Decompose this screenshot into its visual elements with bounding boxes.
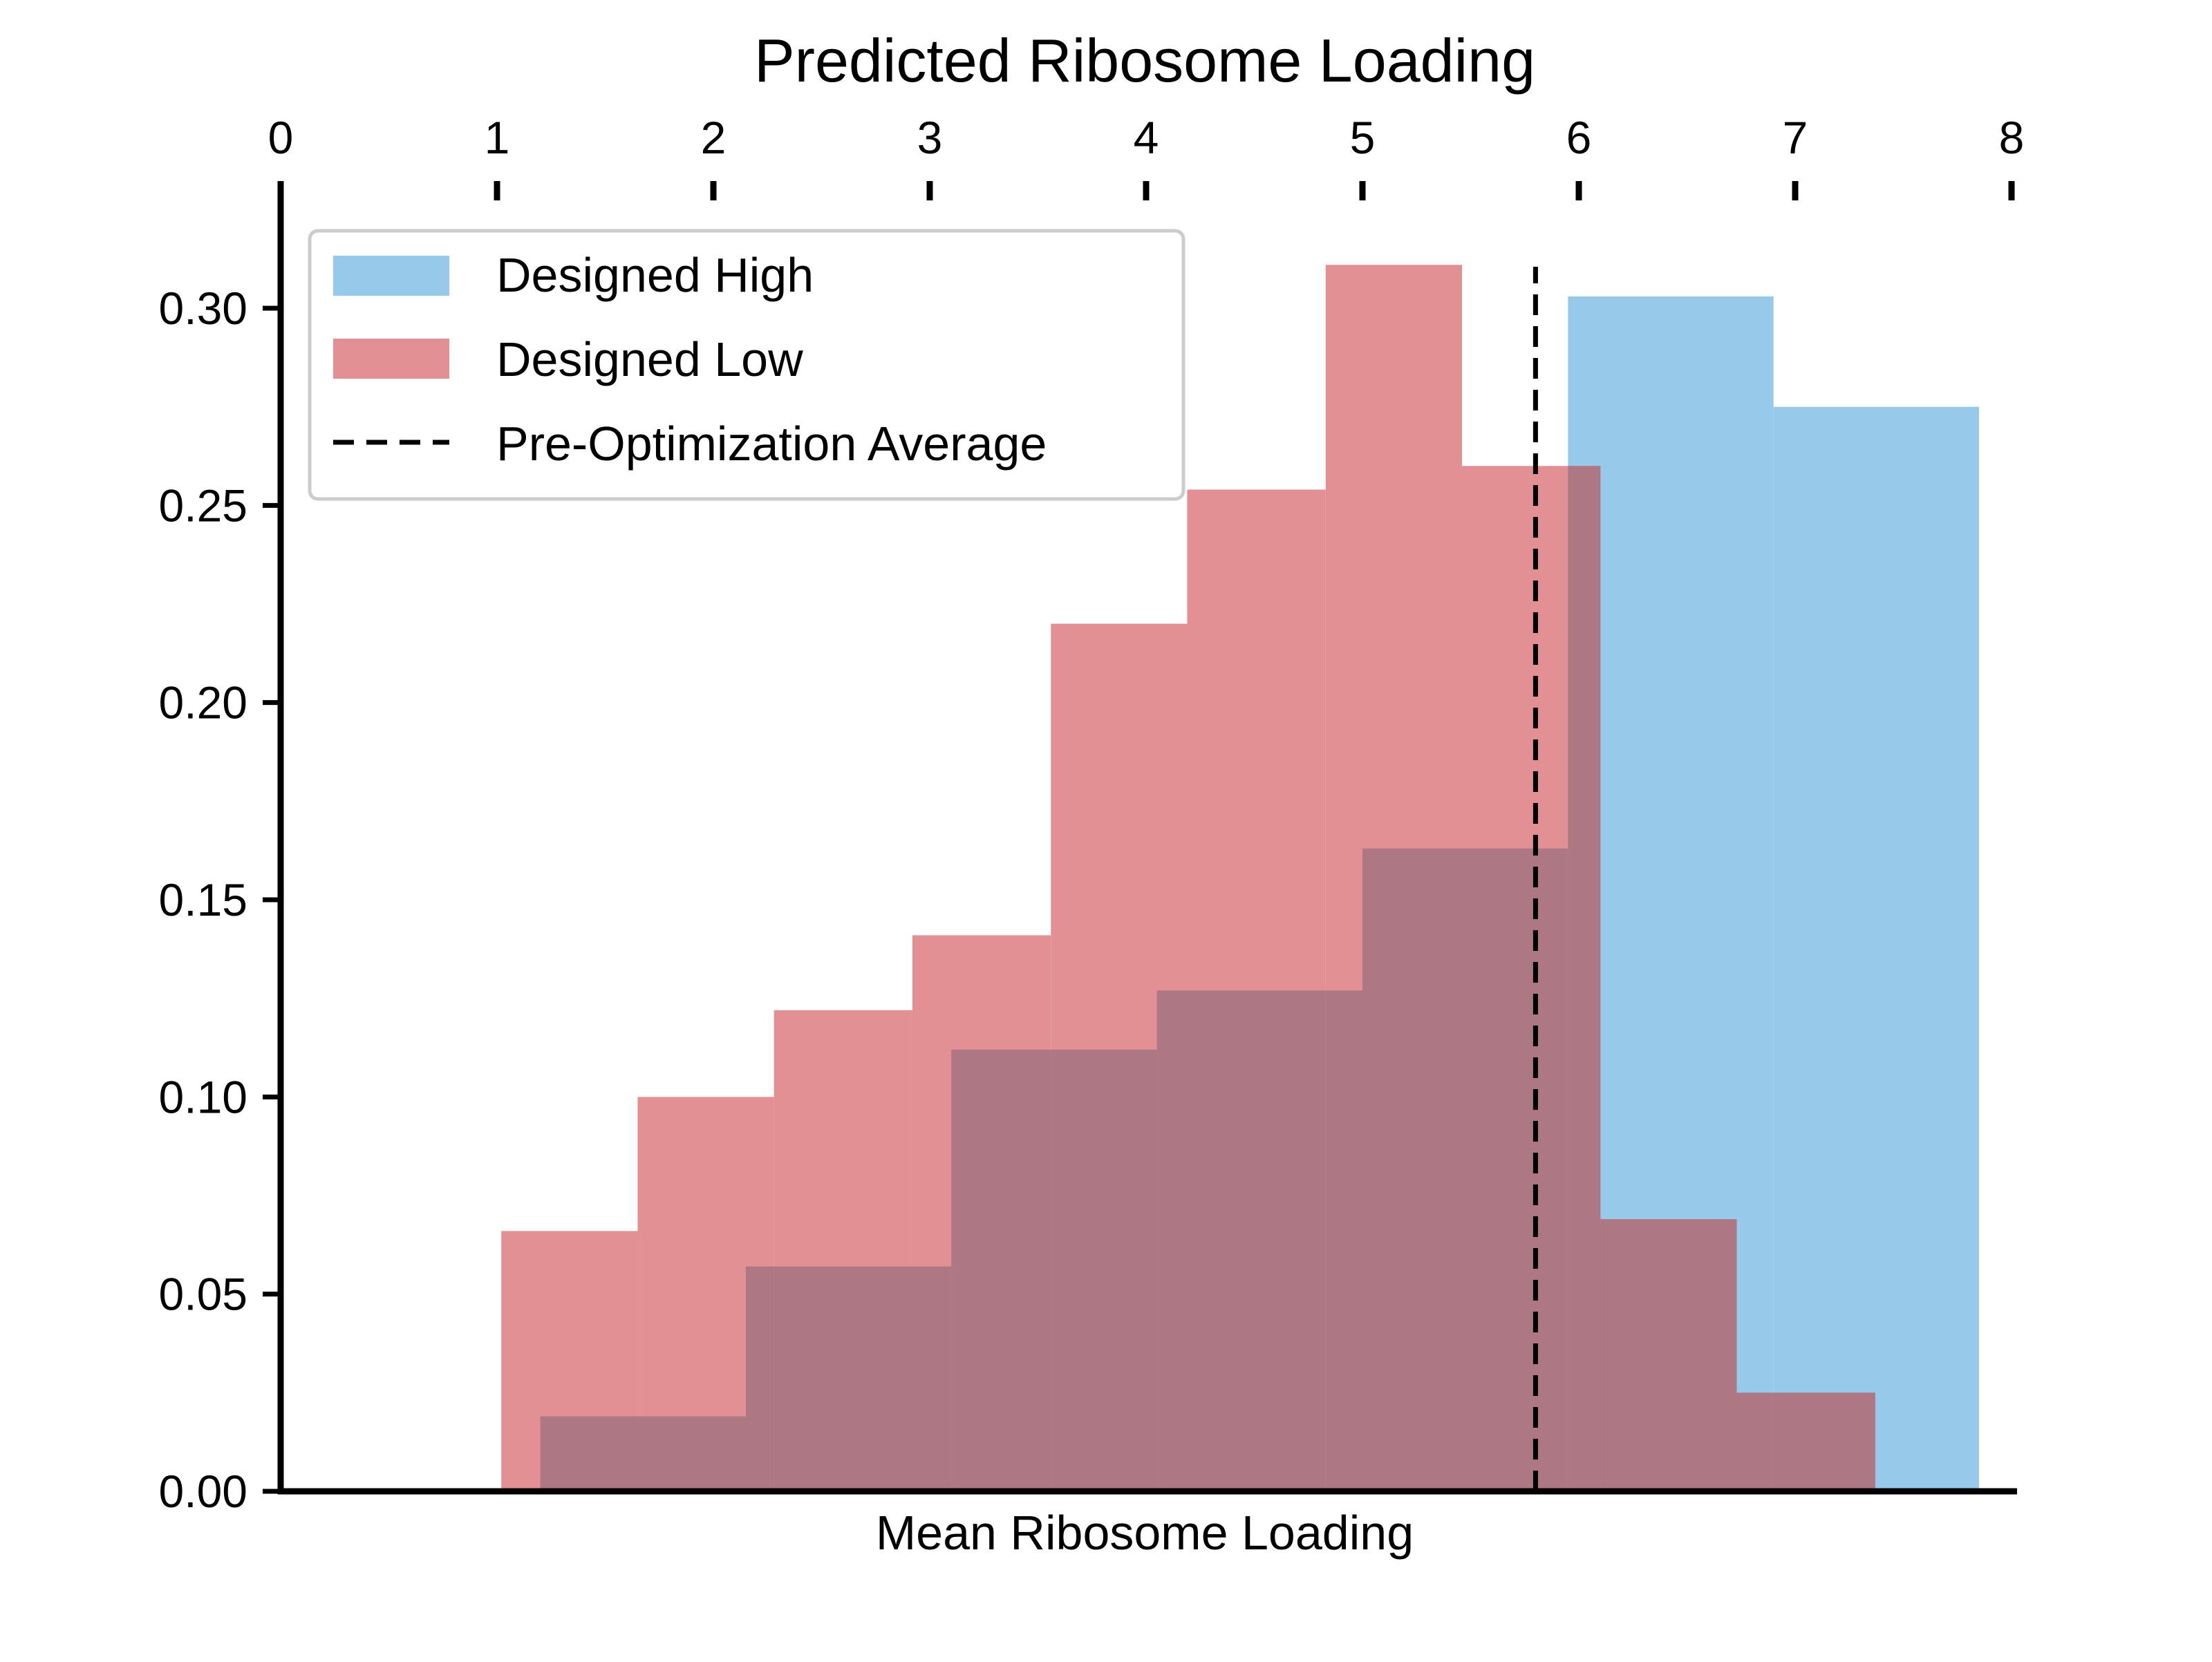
y-tick-label-1: 0.05: [159, 1269, 247, 1320]
x-tick-label-5: 5: [1350, 112, 1376, 163]
legend-label-designed-high: Designed High: [496, 248, 814, 302]
series-overlap: [540, 466, 1875, 1492]
bar-overlap-12: [1568, 466, 1601, 1492]
bar-overlap-8: [1187, 990, 1326, 1491]
y-tick-label-3: 0.15: [159, 874, 247, 925]
x-tick-label-1: 1: [485, 112, 510, 163]
y-tick-label-5: 0.25: [159, 480, 247, 531]
y-tick-label-6: 0.30: [159, 283, 247, 334]
axes: [277, 187, 2017, 1495]
bar-overlap-3: [774, 1266, 912, 1491]
bar-overlap-13: [1600, 1219, 1737, 1491]
x-tick-label-6: 6: [1566, 112, 1592, 163]
x-tick-label-8: 8: [1999, 112, 2025, 163]
bar-overlap-4: [912, 1266, 952, 1491]
tick-group: 0.00 0.05 0.10 0.15 0.20 0.25 0.30 0 1 2 3 4 5 6 7 8: [159, 112, 2025, 1517]
legend-frame: [308, 229, 1185, 501]
x-tick-label-2: 2: [701, 112, 727, 163]
chart-title: Predicted Ribosome Loading: [754, 26, 1535, 95]
x-tick-label-0: 0: [268, 112, 294, 163]
bar-overlap-11: [1461, 848, 1568, 1491]
x-tick-label-7: 7: [1783, 112, 1808, 163]
bar-overlap-0: [540, 1416, 638, 1491]
x-tick-label-4: 4: [1134, 112, 1159, 163]
bar-designed-high-6: [1773, 406, 1980, 1491]
bar-overlap-10: [1362, 848, 1462, 1491]
legend: Designed High Designed Low Pre-Optimizat…: [308, 229, 1185, 501]
legend-swatch-designed-low: [333, 339, 449, 379]
bar-overlap-9: [1325, 990, 1362, 1491]
y-tick-label-2: 0.10: [159, 1071, 247, 1122]
x-tick-label-3: 3: [917, 112, 943, 163]
bar-overlap-6: [1051, 1049, 1157, 1491]
bar-overlap-2: [745, 1266, 774, 1491]
y-tick-label-4: 0.20: [159, 677, 247, 728]
bar-overlap-15: [1773, 1392, 1875, 1491]
bar-overlap-5: [951, 1049, 1051, 1491]
y-tick-label-0: 0.00: [159, 1466, 247, 1517]
legend-label-designed-low: Designed Low: [496, 332, 803, 386]
x-axis-title: Mean Ribosome Loading: [876, 1506, 1414, 1560]
legend-label-pre-optimization-average: Pre-Optimization Average: [496, 417, 1047, 471]
bar-overlap-7: [1156, 990, 1188, 1491]
bar-overlap-1: [637, 1416, 746, 1491]
bar-overlap-14: [1736, 1392, 1774, 1491]
legend-swatch-designed-high: [333, 256, 449, 296]
